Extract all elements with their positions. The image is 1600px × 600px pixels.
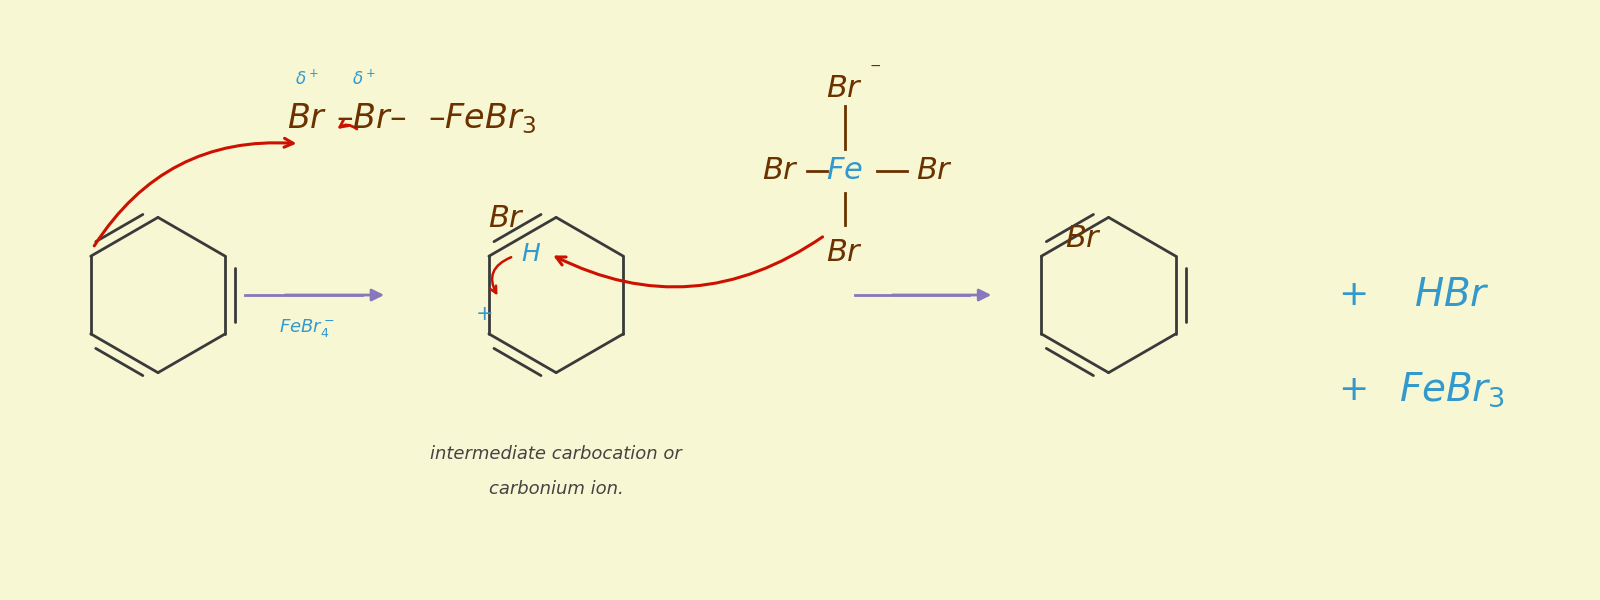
Text: $Br$: $Br$: [286, 103, 328, 136]
Text: $\delta^+$: $\delta^+$: [352, 70, 376, 89]
Text: carbonium ion.: carbonium ion.: [488, 480, 624, 498]
Text: $Br$: $Br$: [762, 155, 798, 186]
Text: $HBr$: $HBr$: [1414, 276, 1490, 314]
Text: $+$: $+$: [475, 304, 493, 324]
Text: $–Br–$: $–Br–$: [336, 103, 406, 136]
Text: $–FeBr_3$: $–FeBr_3$: [427, 101, 536, 136]
Text: $^{-}$: $^{-}$: [869, 62, 880, 80]
Text: $Fe$: $Fe$: [826, 155, 864, 186]
Text: $Br$: $Br$: [1064, 223, 1102, 254]
Text: $H$: $H$: [520, 242, 541, 266]
Text: $+$: $+$: [1338, 278, 1366, 312]
Text: $Br$: $Br$: [488, 203, 525, 234]
Text: $\delta^+$: $\delta^+$: [296, 70, 320, 89]
Text: $Br$: $Br$: [826, 237, 864, 268]
Text: $Br$: $Br$: [826, 73, 864, 104]
Text: $+$: $+$: [1338, 373, 1366, 407]
Text: $FeBr_4^-$: $FeBr_4^-$: [280, 317, 336, 339]
Text: intermediate carbocation or: intermediate carbocation or: [430, 445, 682, 463]
Text: $FeBr_3$: $FeBr_3$: [1398, 370, 1506, 409]
Text: $Br$: $Br$: [915, 155, 954, 186]
